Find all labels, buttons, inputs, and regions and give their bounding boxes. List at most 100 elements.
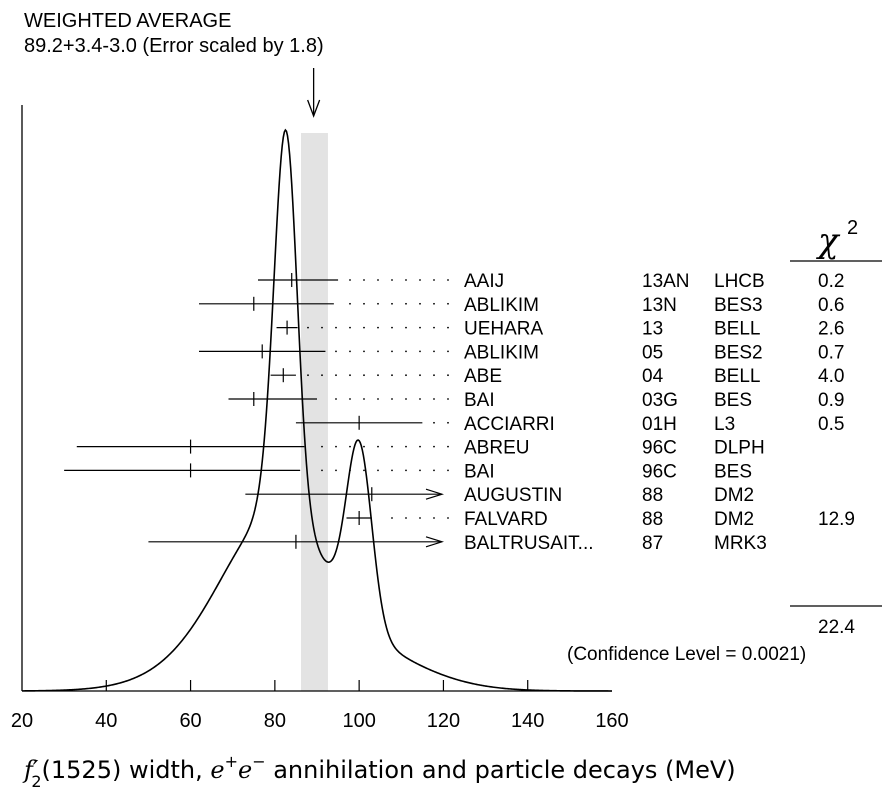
leader-dot-2: [349, 326, 351, 329]
author-8: BAI: [464, 461, 495, 482]
experiment-2: BELL: [714, 319, 760, 340]
experiment-10: DM2: [714, 509, 754, 530]
leader-dot-3: [349, 350, 351, 353]
chi2-symbol: χ: [816, 221, 841, 261]
leader-dot-7: [447, 445, 449, 448]
year-9: 88: [642, 485, 663, 506]
leader-dot-2: [433, 326, 435, 329]
experiment-11: MRK3: [714, 533, 767, 554]
leader-dot-4: [363, 374, 365, 377]
leader-dot-8: [405, 469, 407, 472]
leader-dot-1: [363, 302, 365, 305]
leader-dot-10: [391, 517, 393, 519]
x-label-mass: (1525) width,: [42, 756, 211, 784]
leader-dot-7: [433, 445, 435, 448]
measurement-4: [270, 368, 449, 383]
leader-dot-0: [405, 279, 407, 281]
experiment-7: DLPH: [714, 438, 765, 459]
measurement-7: [76, 439, 449, 454]
leader-dot-3: [363, 350, 365, 353]
author-0: AAIJ: [464, 271, 504, 292]
x-tick-label-100: 100: [342, 710, 375, 732]
experiment-3: BES2: [714, 342, 763, 363]
measurement-1: [199, 296, 449, 311]
chi2-0: 0.2: [818, 271, 844, 292]
measurement-marks: [64, 273, 449, 549]
x-label-e1: e: [210, 756, 224, 784]
experiment-0: LHCB: [714, 271, 765, 292]
chi2-2: 2.6: [818, 319, 844, 340]
leader-dot-5: [391, 398, 393, 400]
leader-dot-7: [377, 445, 379, 448]
x-tick-label-80: 80: [264, 710, 286, 732]
leader-dot-7: [405, 445, 407, 448]
leader-dot-2: [307, 326, 309, 329]
leader-dot-7: [363, 445, 365, 448]
arrow-head-9: [425, 488, 445, 500]
leader-dot-2: [447, 326, 449, 329]
x-axis-label: f′2(1525) width, e+e− annihilation and p…: [22, 752, 736, 791]
weighted-average-arrow: [307, 68, 321, 118]
leader-dot-0: [377, 279, 379, 281]
leader-dot-0: [447, 279, 449, 281]
x-tick-label-120: 120: [427, 710, 460, 732]
leader-dot-4: [391, 374, 393, 377]
chi2-power: 2: [847, 217, 858, 239]
measurement-labels: AAIJ 13AN LHCB 0.2 ABLIKIM 13N BES3 0.6 UEHARA 13…: [464, 271, 855, 554]
x-label-e2: e: [238, 756, 252, 784]
measurement-0: [258, 273, 449, 287]
leader-dot-7: [335, 445, 337, 448]
weighted-average-band: [300, 133, 328, 691]
leader-dot-3: [335, 350, 337, 353]
measurement-8: [64, 463, 449, 478]
leader-dot-2: [321, 326, 323, 329]
experiment-9: DM2: [714, 485, 754, 506]
measurement-5: [228, 392, 449, 406]
leader-dot-4: [307, 374, 309, 377]
author-2: UEHARA: [464, 319, 544, 340]
leader-dot-8: [349, 469, 351, 472]
experiment-8: BES: [714, 461, 752, 482]
leader-dot-2: [335, 326, 337, 329]
leader-dot-8: [419, 469, 421, 472]
leader-dot-2: [363, 326, 365, 329]
measurement-3: [199, 344, 449, 359]
year-2: 13: [642, 319, 663, 340]
leader-dot-0: [419, 279, 421, 281]
leader-dot-1: [391, 302, 393, 305]
author-11: BALTRUSAIT...: [464, 533, 594, 554]
leader-dot-8: [363, 469, 365, 472]
x-tick-label-140: 140: [511, 710, 544, 732]
measurement-9: [245, 487, 445, 502]
chi2-total: 22.4: [818, 617, 855, 638]
average-arrow-head: [307, 99, 321, 118]
x-label-subscript: 2: [31, 772, 41, 791]
leader-dot-7: [419, 445, 421, 448]
leader-dot-0: [363, 279, 365, 281]
leader-dot-1: [433, 302, 435, 305]
arrow-head-11: [425, 536, 445, 548]
confidence-level: (Confidence Level = 0.0021): [567, 644, 806, 665]
author-5: BAI: [464, 390, 495, 411]
year-4: 04: [642, 366, 664, 387]
leader-dot-1: [405, 302, 407, 305]
leader-dot-4: [335, 374, 337, 377]
year-1: 13N: [642, 295, 677, 316]
leader-dot-10: [419, 517, 421, 519]
author-7: ABREU: [464, 438, 529, 459]
year-5: 03G: [642, 390, 678, 411]
year-10: 88: [642, 509, 663, 530]
leader-dot-5: [363, 398, 365, 400]
x-label-prime: ′: [33, 756, 39, 784]
leader-dot-8: [447, 469, 449, 472]
leader-dot-6: [447, 421, 449, 424]
x-tick-label-20: 20: [11, 710, 33, 732]
leader-dot-4: [349, 374, 351, 377]
weighted-average-subtitle: 89.2+3.4-3.0 (Error scaled by 1.8): [24, 35, 324, 57]
experiment-6: L3: [714, 414, 735, 435]
leader-dot-5: [335, 398, 337, 400]
leader-dot-8: [321, 469, 323, 472]
leader-dot-3: [391, 350, 393, 353]
year-3: 05: [642, 342, 663, 363]
